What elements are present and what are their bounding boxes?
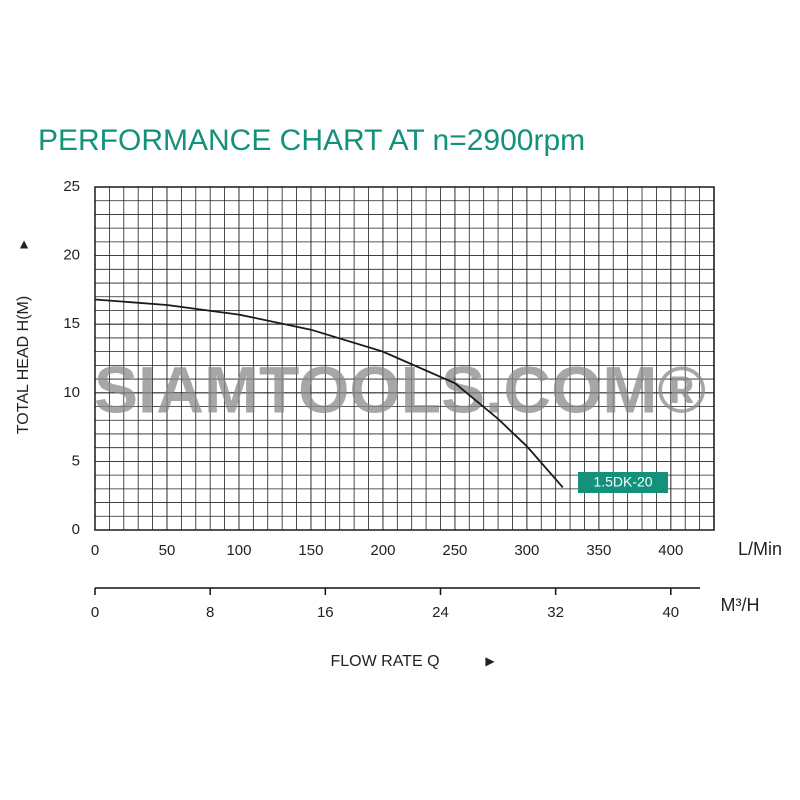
x-axis-arrow: ▶ — [485, 654, 495, 668]
chart-title: PERFORMANCE CHART AT n=2900rpm — [38, 124, 585, 157]
x2-tick-label: 40 — [662, 604, 679, 621]
y-tick-label: 25 — [63, 178, 80, 195]
watermark: SIAMTOOLS.COM® — [94, 352, 706, 426]
y-axis-title: TOTAL HEAD H(M) — [15, 296, 32, 434]
y-tick-label: 5 — [72, 452, 80, 469]
y-tick-label: 20 — [63, 247, 80, 264]
x-tick-label: 350 — [586, 542, 611, 559]
x-tick-label: 250 — [442, 542, 467, 559]
x-tick-label: 150 — [298, 542, 323, 559]
y-tick-label: 15 — [63, 315, 80, 332]
x2-axis-unit: M³/H — [721, 595, 760, 615]
x2-tick-label: 16 — [317, 604, 334, 621]
x2-tick-label: 24 — [432, 604, 449, 621]
x2-tick-label: 8 — [206, 604, 214, 621]
x-tick-label: 50 — [159, 542, 176, 559]
x-axis-title: FLOW RATE Q — [330, 653, 439, 670]
y-axis-arrow: ▲ — [17, 236, 31, 252]
y-tick-label: 0 — [72, 521, 80, 538]
x-tick-label: 400 — [658, 542, 683, 559]
x-tick-label: 300 — [514, 542, 539, 559]
x-tick-label: 100 — [226, 542, 251, 559]
x-tick-label: 0 — [91, 542, 99, 559]
x2-tick-label: 32 — [547, 604, 564, 621]
x2-tick-label: 0 — [91, 604, 99, 621]
series-label-box — [578, 472, 668, 493]
y-tick-label: 10 — [63, 384, 80, 401]
curve — [94, 298, 564, 489]
x-tick-label: 200 — [370, 542, 395, 559]
x-axis-unit: L/Min — [738, 539, 782, 559]
series-label: 1.5DK-20 — [593, 474, 652, 490]
